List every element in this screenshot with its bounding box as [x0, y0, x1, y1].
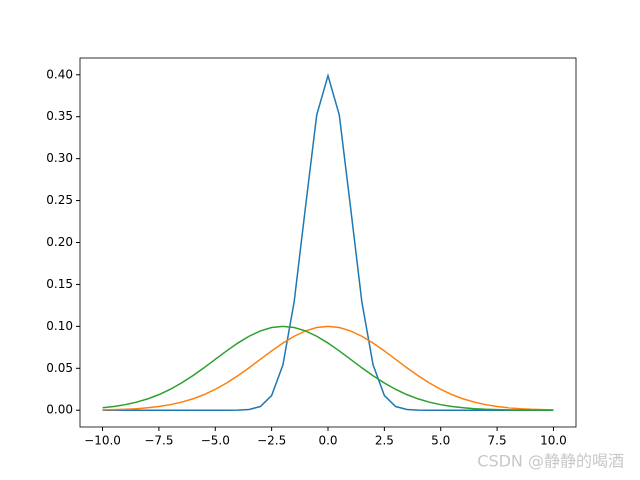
x-tick-label: −2.5	[257, 434, 286, 448]
y-tick-label: 0.05	[46, 361, 73, 375]
line-series	[102, 72, 554, 411]
y-tick-label: 0.00	[46, 403, 73, 417]
y-tick-label: 0.10	[46, 319, 73, 333]
x-tick-label: −7.5	[144, 434, 173, 448]
line-series	[102, 325, 554, 411]
plot-frame	[79, 57, 577, 428]
line-series	[102, 325, 554, 411]
y-tick-label: 0.30	[46, 151, 73, 165]
y-tick-label: 0.35	[46, 109, 73, 123]
watermark: CSDN @静静的喝酒	[477, 452, 624, 471]
y-tick-label: 0.40	[46, 67, 73, 81]
y-tick-label: 0.20	[46, 235, 73, 249]
y-tick-label: 0.25	[46, 193, 73, 207]
x-tick-label: −10.0	[84, 434, 121, 448]
x-tick-label: 7.5	[488, 434, 507, 448]
x-tick-label: 10.0	[540, 434, 567, 448]
y-tick-label: 0.15	[46, 277, 73, 291]
x-tick-label: 2.5	[375, 434, 394, 448]
x-tick-label: −5.0	[201, 434, 230, 448]
x-tick-label: 5.0	[431, 434, 450, 448]
x-tick-label: 0.0	[318, 434, 337, 448]
